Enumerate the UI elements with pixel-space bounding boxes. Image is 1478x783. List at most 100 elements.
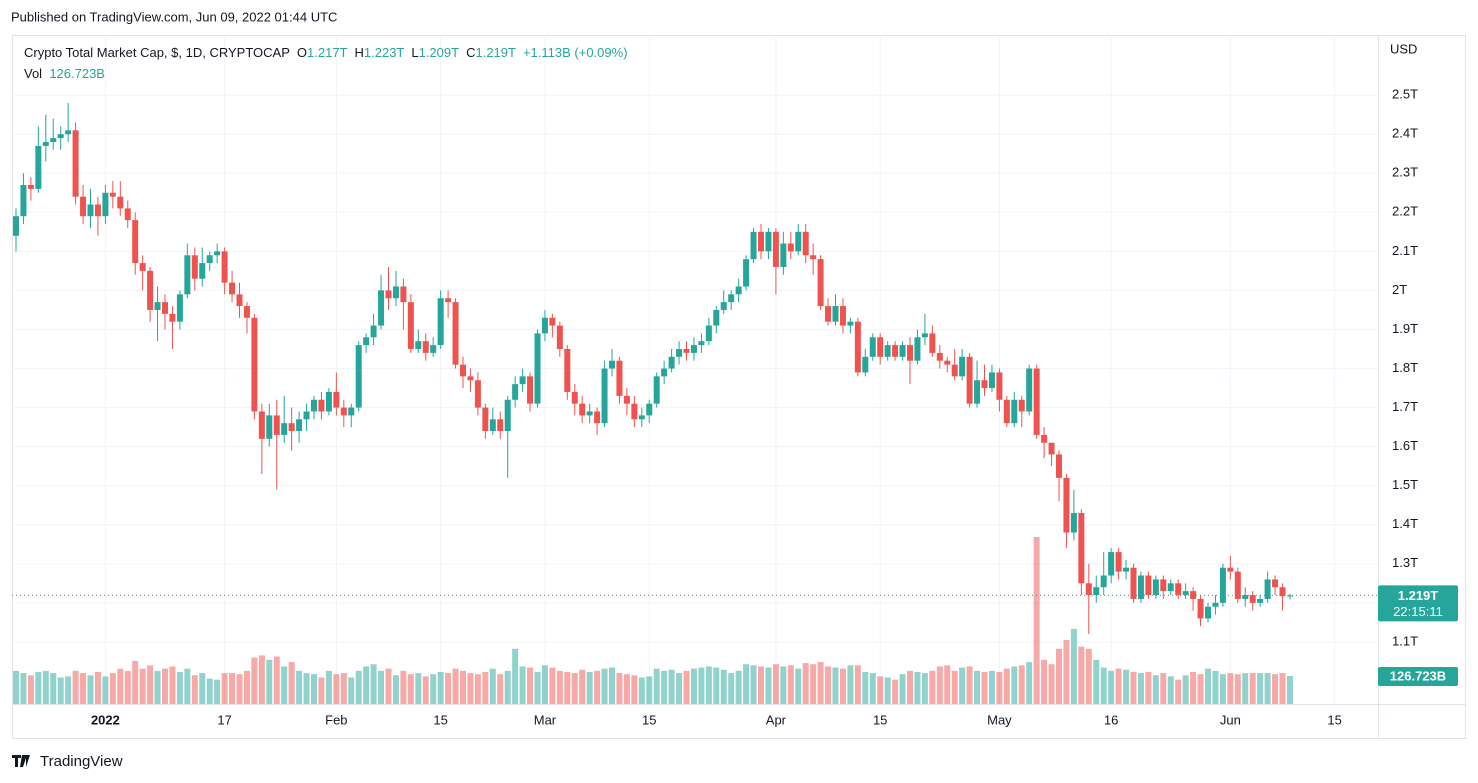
volume-bar [966,666,973,704]
candle-body [1160,579,1167,592]
candle-body [370,325,377,338]
candle-body [661,368,668,377]
volume-label-box [1378,667,1458,687]
volume-bar [229,673,236,704]
candle-body [430,345,437,353]
published-note: Published on TradingView.com, Jun 09, 20… [11,9,337,24]
candle-body [266,415,273,439]
volume-bar [221,673,228,704]
legend: Crypto Total Market Cap, $, 1D, CRYPTOCA… [24,45,628,60]
candle-body [176,294,183,322]
candle-body [243,306,250,318]
legend-vol: Vol [24,66,43,81]
volume-bar [1026,662,1033,704]
legend-volume: 126.723B [49,66,105,81]
volume-bar [653,668,660,704]
candle-body [1137,575,1144,599]
legend-open: 1.217T [307,45,348,60]
candle-body [57,134,64,139]
volume-bar [1175,679,1182,704]
volume-bar [638,677,645,704]
volume-bar [527,667,534,704]
volume-bar [80,673,87,704]
x-tick-label: Jun [1220,712,1241,727]
candle-body [862,356,869,373]
volume-bar [556,670,563,704]
volume-bar [42,670,49,704]
candle-body [653,376,660,404]
volume-bar [601,668,608,704]
candle-body [1041,434,1048,443]
candle-body [750,231,757,260]
candle-body [1249,595,1256,603]
candle-body [1078,513,1085,584]
volume-bar [318,677,325,704]
y-tick-label: 2.3T [1392,165,1418,180]
volume-bar [877,676,884,704]
candle-body [1219,567,1226,603]
x-tick-label: Feb [325,712,347,727]
volume-bar [1070,628,1077,704]
candle-body [1130,567,1137,599]
volume-bar [623,674,630,704]
candle-body [795,231,802,252]
legend-h: H [354,45,364,60]
volume-bar [698,667,705,704]
candle-body [1279,587,1286,597]
candle-body [974,380,981,404]
volume-bar [1152,675,1159,704]
candle-body [959,356,966,377]
x-tick-label: 17 [217,712,231,727]
volume-bar [1286,676,1293,704]
candles [13,102,1293,635]
candle-body [556,325,563,349]
candle-body [601,368,608,424]
candle-body [623,395,630,404]
candle-body [72,130,79,197]
volume-bars [13,537,1293,704]
volume-bar [951,670,958,704]
candle-body [780,243,787,267]
volume-bar [899,674,906,704]
volume-bar [690,668,697,704]
volume-bar [370,664,377,704]
candle-body [594,411,601,424]
volume-bar [1242,673,1249,704]
candle-body [169,313,176,322]
candle-body [877,337,884,357]
candle-body [392,286,399,299]
volume-bar [452,668,459,704]
volume-bar [117,668,124,704]
volume-bar [512,648,519,704]
x-tick-label: 15 [1327,712,1341,727]
volume-bar [1123,669,1130,704]
candle-body [378,290,385,326]
candle-body [340,407,347,416]
volume-bar [735,670,742,704]
candle-body [258,411,265,439]
volume-bar [1085,648,1092,704]
candle-body [1026,368,1033,412]
candle-body [400,286,407,303]
y-tick-label: 1.1T [1392,633,1418,648]
candle-body [1234,571,1241,599]
volume-bar [385,668,392,704]
candle-body [802,231,809,256]
volume-bar [109,673,116,704]
x-tick-label: May [987,712,1012,727]
volume-bar [646,676,653,704]
candle-body [690,345,697,353]
candle-body [1123,567,1130,572]
candle-body [705,325,712,342]
candle-body [87,204,94,217]
volume-bar [378,670,385,704]
candle-body [609,360,615,369]
candle-body [772,231,779,267]
volume-bar [832,667,839,704]
volume-bar [795,668,802,704]
volume-bar [1190,671,1197,704]
candle-body [512,384,519,400]
candle-body [460,364,466,377]
volume-bar [1145,671,1152,704]
candle-body [1056,454,1062,478]
